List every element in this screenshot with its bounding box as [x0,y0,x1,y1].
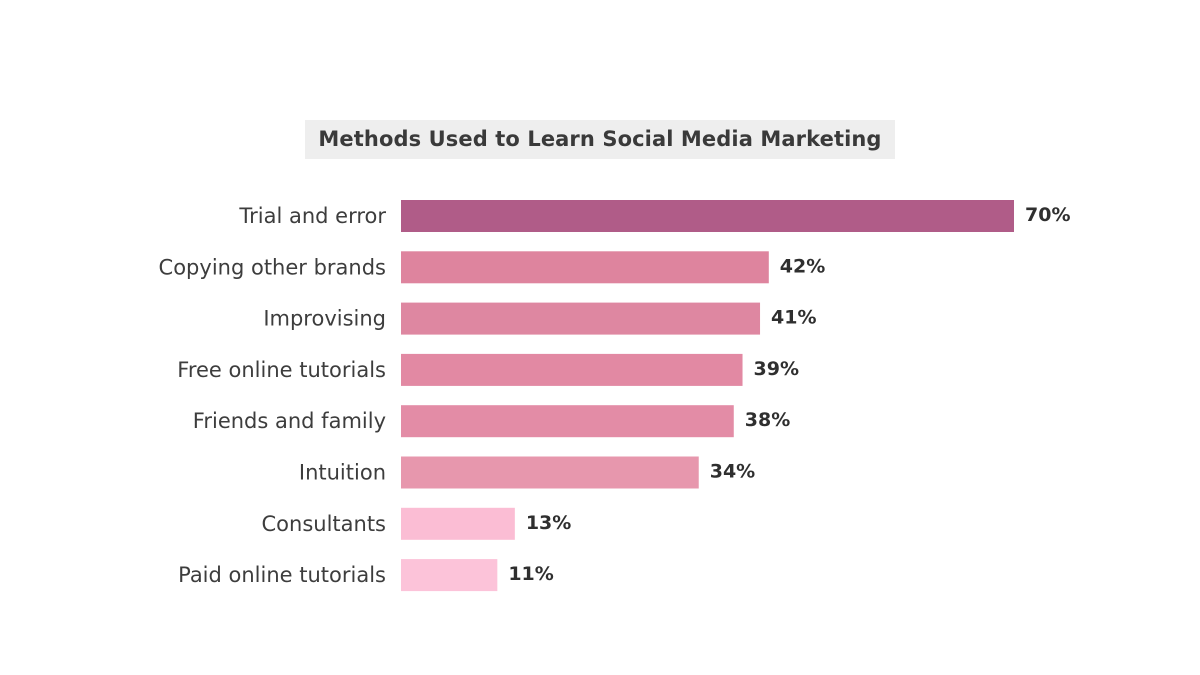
category-label: Consultants [262,512,387,536]
bar [401,456,699,489]
category-label: Improvising [263,307,386,331]
bar [401,200,1014,232]
value-label: 11% [508,563,553,585]
category-label: Intuition [299,461,386,485]
value-label: 13% [526,512,571,534]
chart-title: Methods Used to Learn Social Media Marke… [305,120,895,159]
bar [401,251,769,284]
category-label: Paid online tutorials [178,563,386,587]
bar [401,559,498,592]
value-label: 34% [710,461,755,483]
category-label: Friends and family [193,409,386,433]
category-label: Trial and error [238,204,386,228]
value-label: 70% [1025,204,1070,226]
value-label: 42% [780,255,825,277]
category-label: Free online tutorials [177,358,386,382]
bar [401,302,761,335]
bar [401,507,515,540]
value-label: 39% [754,358,799,380]
category-label: Copying other brands [159,255,386,279]
title-wrapper: Methods Used to Learn Social Media Marke… [0,120,1200,159]
bar [401,353,743,386]
bar [401,405,734,438]
value-label: 38% [745,409,790,431]
value-label: 41% [771,307,816,329]
